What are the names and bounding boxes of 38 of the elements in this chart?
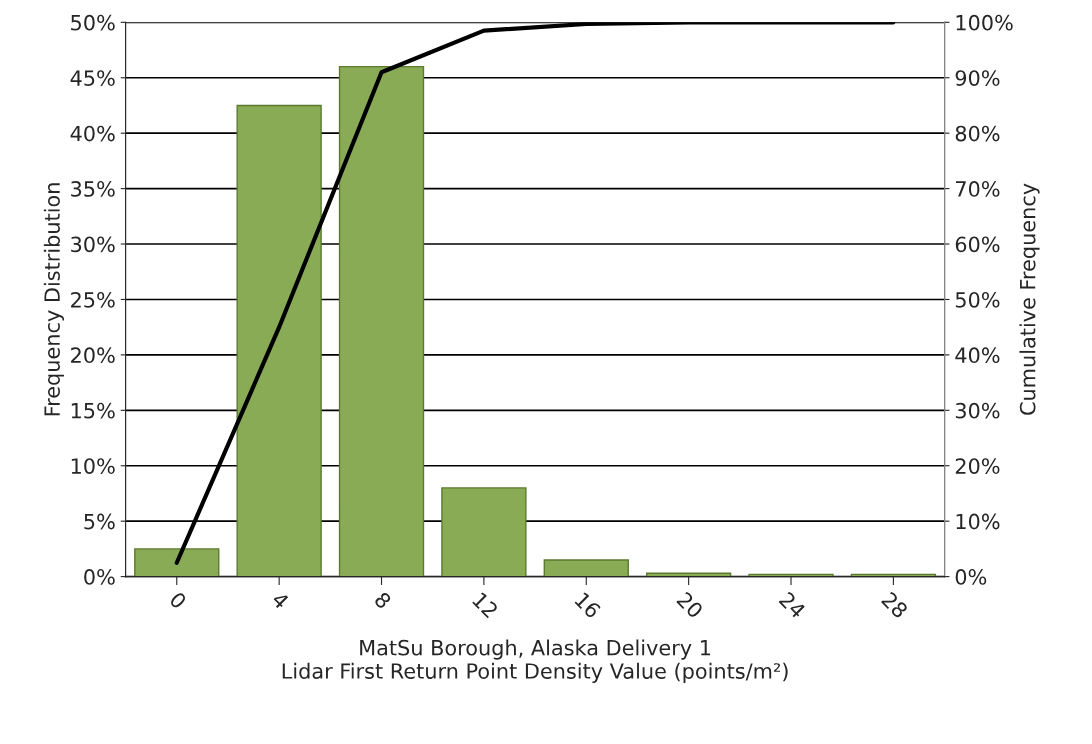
y-tick-label: 50%: [71, 14, 115, 31]
y2-tick-label: 20%: [955, 458, 1000, 474]
x-axis-title: MatSu Borough, Alaska Delivery 1 Lidar First Return Point Density Value (points/m²): [282, 639, 788, 683]
x-tick-label: 24: [778, 591, 807, 619]
y-tick-label: 40%: [70, 125, 115, 142]
bar: [543, 559, 629, 577]
y2-axis-title: Cumulative Frequency: [1019, 183, 1040, 415]
x-tick-label: 28: [880, 591, 909, 619]
y-tick-label: 20%: [71, 347, 115, 364]
bar: [441, 487, 527, 577]
y2-tick-label: 40%: [955, 347, 1000, 364]
bar: [338, 65, 425, 577]
y-tick-label: 45%: [70, 70, 115, 86]
y2-tick-label: 90%: [955, 70, 1000, 86]
y2-tick-label: 10%: [956, 513, 1000, 530]
x-tick-label: 4: [271, 590, 290, 610]
y2-tick-label: 50%: [955, 291, 1000, 308]
y-axis-title: Frequency Distribution: [43, 183, 64, 416]
y-tick-label: 10%: [71, 458, 115, 474]
y2-tick-label: 100%: [956, 14, 1013, 31]
x-tick-label: 12: [472, 591, 499, 619]
y-tick-label: 25%: [71, 291, 115, 308]
y2-tick-label: 0%: [955, 569, 987, 585]
bar: [134, 548, 220, 577]
x-tick-label: 8: [373, 591, 393, 610]
x-tick-label: 16: [574, 591, 602, 620]
y-tick-label: 5%: [84, 513, 115, 530]
y2-tick-label: 70%: [956, 181, 1000, 197]
y-tick-label: 15%: [71, 402, 115, 419]
x-tick-label: 0: [168, 591, 188, 610]
y-tick-label: 35%: [71, 181, 115, 197]
y-tick-label: 30%: [71, 236, 115, 253]
bar: [236, 104, 322, 577]
y2-tick-label: 80%: [955, 125, 1000, 142]
y2-tick-label: 30%: [955, 402, 1000, 419]
y-tick-label: 0%: [84, 569, 115, 585]
y2-tick-label: 60%: [955, 236, 1000, 253]
x-tick-label: 20: [676, 591, 704, 619]
